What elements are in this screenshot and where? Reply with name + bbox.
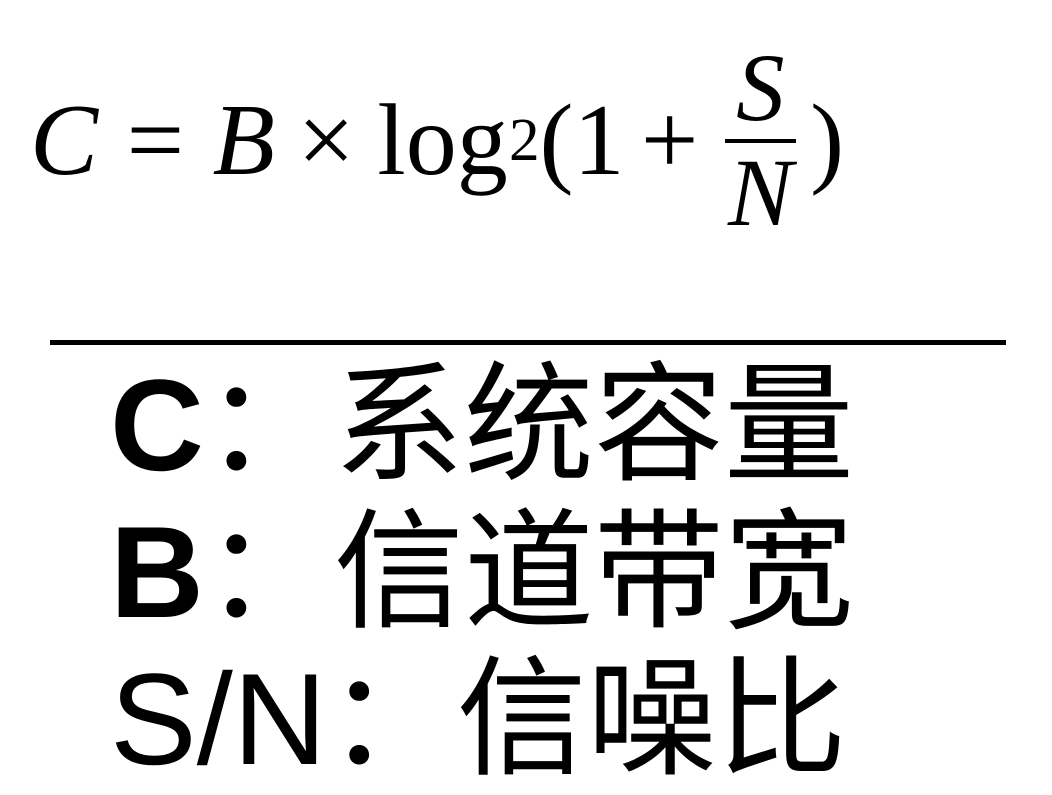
plus-sign: + — [641, 90, 699, 192]
equals-sign: = — [127, 90, 185, 192]
definition-sn-label: 信噪比 — [457, 646, 847, 792]
definition-b: B：信道带宽 — [110, 499, 854, 646]
shannon-formula: C = B × log2 ( 1 + S N ) — [30, 40, 1022, 242]
definition-c: C：系统容量 — [110, 352, 854, 499]
divider-line — [50, 340, 1006, 345]
definition-b-symbol: B — [110, 499, 204, 645]
definition-c-colon: ： — [204, 352, 334, 498]
definition-sn-colon: ： — [327, 646, 457, 792]
definition-sn-symbol: S/N — [110, 646, 327, 792]
definition-c-label: 系统容量 — [334, 352, 854, 498]
one: 1 — [574, 90, 625, 192]
definition-b-colon: ： — [204, 499, 334, 645]
definition-c-symbol: C — [110, 352, 204, 498]
fraction-denominator: N — [716, 143, 804, 242]
times-sign: × — [297, 90, 355, 192]
definitions-block: C：系统容量 B：信道带宽 S/N：信噪比 — [110, 352, 854, 793]
fraction-s-over-n: S N — [716, 40, 804, 242]
definition-sn: S/N：信噪比 — [110, 646, 854, 793]
log-base: 2 — [509, 110, 540, 171]
fraction-numerator: S — [725, 40, 797, 143]
var-c: C — [30, 90, 98, 192]
lparen: ( — [540, 90, 574, 192]
rparen: ) — [810, 90, 844, 192]
var-b: B — [213, 90, 275, 192]
definition-b-label: 信道带宽 — [334, 499, 854, 645]
log-function: log — [377, 90, 507, 192]
page: C = B × log2 ( 1 + S N ) C：系统容量 B：信道带宽 S… — [0, 0, 1052, 795]
